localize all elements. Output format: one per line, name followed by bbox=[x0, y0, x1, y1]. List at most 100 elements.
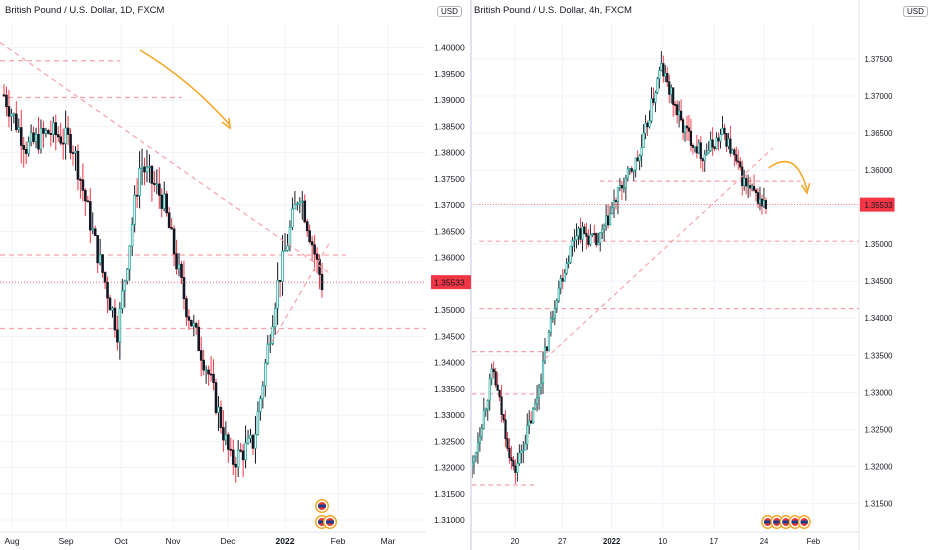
forecast-arrow-head[interactable] bbox=[221, 117, 231, 130]
bullish-candle bbox=[271, 326, 274, 344]
bearish-candle bbox=[79, 178, 82, 181]
bullish-candle bbox=[520, 450, 523, 454]
bullish-candle bbox=[17, 127, 21, 131]
bearish-candle bbox=[756, 192, 760, 204]
bullish-candle bbox=[660, 63, 663, 71]
bullish-candle bbox=[244, 442, 247, 461]
bullish-candle bbox=[256, 411, 260, 435]
bearish-candle bbox=[214, 382, 218, 414]
bullish-candle bbox=[148, 165, 151, 168]
bullish-candle bbox=[522, 449, 525, 452]
h4-chart-canvas[interactable]: 1.375001.370001.365001.360001.355001.350… bbox=[472, 0, 932, 550]
bearish-candle bbox=[241, 450, 245, 461]
bearish-candle bbox=[668, 81, 671, 95]
bearish-candle bbox=[579, 228, 582, 240]
y-tick-label: 1.37500 bbox=[864, 55, 892, 64]
bullish-candle bbox=[484, 408, 487, 411]
bearish-candle bbox=[502, 414, 505, 421]
bullish-candle bbox=[683, 125, 687, 133]
bearish-candle bbox=[681, 119, 685, 133]
y-tick-label: 1.34000 bbox=[434, 358, 465, 368]
trend-line[interactable] bbox=[544, 147, 774, 360]
y-tick-label: 1.31500 bbox=[864, 499, 892, 508]
forecast-arrow[interactable] bbox=[768, 160, 808, 191]
currency-flag-icon[interactable] bbox=[779, 515, 793, 529]
bullish-candle bbox=[476, 442, 480, 453]
currency-flag-icon[interactable] bbox=[788, 515, 802, 529]
forecast-arrow[interactable] bbox=[139, 49, 231, 126]
bearish-candle bbox=[545, 346, 549, 351]
bullish-candle bbox=[591, 233, 594, 236]
bearish-candle bbox=[19, 127, 23, 146]
bullish-candle bbox=[10, 113, 13, 117]
bearish-candle bbox=[86, 200, 90, 203]
bullish-candle bbox=[705, 152, 708, 155]
daily-price-axis[interactable]: 1.40000 1.39500 1.39000 1.38500 1.38000 1.375… bbox=[426, 0, 472, 550]
bearish-candle bbox=[739, 161, 742, 168]
y-tick-label: 1.34500 bbox=[434, 331, 465, 341]
bullish-candle bbox=[138, 167, 141, 196]
currency-button-left[interactable]: USD bbox=[437, 6, 462, 17]
bullish-candle bbox=[121, 290, 124, 309]
bullish-candle bbox=[539, 382, 543, 389]
bearish-candle bbox=[723, 127, 726, 134]
x-tick-label: Aug bbox=[4, 536, 19, 546]
bearish-candle bbox=[66, 127, 70, 135]
bullish-candle bbox=[300, 200, 304, 203]
bullish-candle bbox=[567, 261, 570, 265]
bullish-candle bbox=[478, 436, 481, 443]
y-tick-label: 1.33500 bbox=[434, 384, 465, 394]
bullish-candle bbox=[547, 332, 551, 351]
bullish-candle bbox=[589, 234, 592, 245]
daily-chart-canvas[interactable]: 1.400001.395001.390001.385001.380001.375… bbox=[0, 0, 426, 550]
bearish-candle bbox=[725, 133, 728, 147]
bullish-candle bbox=[293, 204, 297, 210]
bullish-candle bbox=[177, 263, 181, 270]
bearish-candle bbox=[209, 373, 213, 376]
y-tick-label: 1.32500 bbox=[864, 425, 892, 434]
y-tick-label: 1.38000 bbox=[434, 148, 465, 158]
bullish-candle bbox=[486, 400, 489, 410]
trend-line[interactable] bbox=[0, 41, 331, 274]
currency-flag-icon[interactable] bbox=[323, 515, 337, 529]
bearish-candle bbox=[227, 434, 230, 450]
daily-chart-pane[interactable]: 1.400001.395001.390001.385001.380001.375… bbox=[0, 0, 426, 550]
bearish-candle bbox=[150, 165, 154, 184]
bullish-candle bbox=[217, 406, 220, 414]
bullish-candle bbox=[632, 169, 635, 172]
currency-button-right[interactable]: USD bbox=[903, 6, 928, 17]
currency-flag-icon[interactable] bbox=[797, 515, 811, 529]
bearish-candle bbox=[666, 73, 669, 83]
forecast-arrow-head[interactable] bbox=[800, 182, 811, 195]
bearish-candle bbox=[32, 132, 35, 142]
bullish-candle bbox=[569, 245, 572, 263]
currency-flag-icon[interactable] bbox=[315, 499, 329, 513]
bullish-candle bbox=[490, 368, 493, 380]
h4-chart-pane[interactable]: 1.375001.370001.365001.360001.355001.350… bbox=[472, 0, 932, 550]
bearish-candle bbox=[729, 138, 732, 154]
daily-chart-title: British Pound / U.S. Dollar, 1D, FXCM bbox=[5, 5, 165, 16]
bullish-candle bbox=[155, 183, 159, 186]
bearish-candle bbox=[5, 94, 8, 108]
bearish-candle bbox=[305, 221, 309, 232]
bearish-candle bbox=[713, 146, 716, 149]
pane-divider[interactable] bbox=[470, 0, 472, 550]
bearish-candle bbox=[106, 281, 109, 299]
y-tick-label: 1.39000 bbox=[434, 95, 465, 105]
currency-flag-icon[interactable] bbox=[761, 515, 775, 529]
currency-flag-icon[interactable] bbox=[770, 515, 784, 529]
y-tick-label: 1.31500 bbox=[434, 489, 465, 499]
bullish-candle bbox=[634, 157, 637, 171]
bullish-candle bbox=[573, 239, 576, 242]
bullish-candle bbox=[628, 168, 631, 171]
bullish-candle bbox=[298, 201, 302, 205]
y-tick-label: 1.37000 bbox=[864, 92, 892, 101]
bullish-candle bbox=[707, 150, 710, 154]
bearish-candle bbox=[2, 94, 6, 97]
bearish-candle bbox=[620, 185, 623, 189]
bullish-candle bbox=[128, 245, 132, 270]
bearish-candle bbox=[160, 194, 164, 209]
trend-line[interactable] bbox=[271, 241, 331, 342]
x-tick-label: Nov bbox=[165, 536, 181, 546]
bullish-candle bbox=[518, 452, 521, 464]
